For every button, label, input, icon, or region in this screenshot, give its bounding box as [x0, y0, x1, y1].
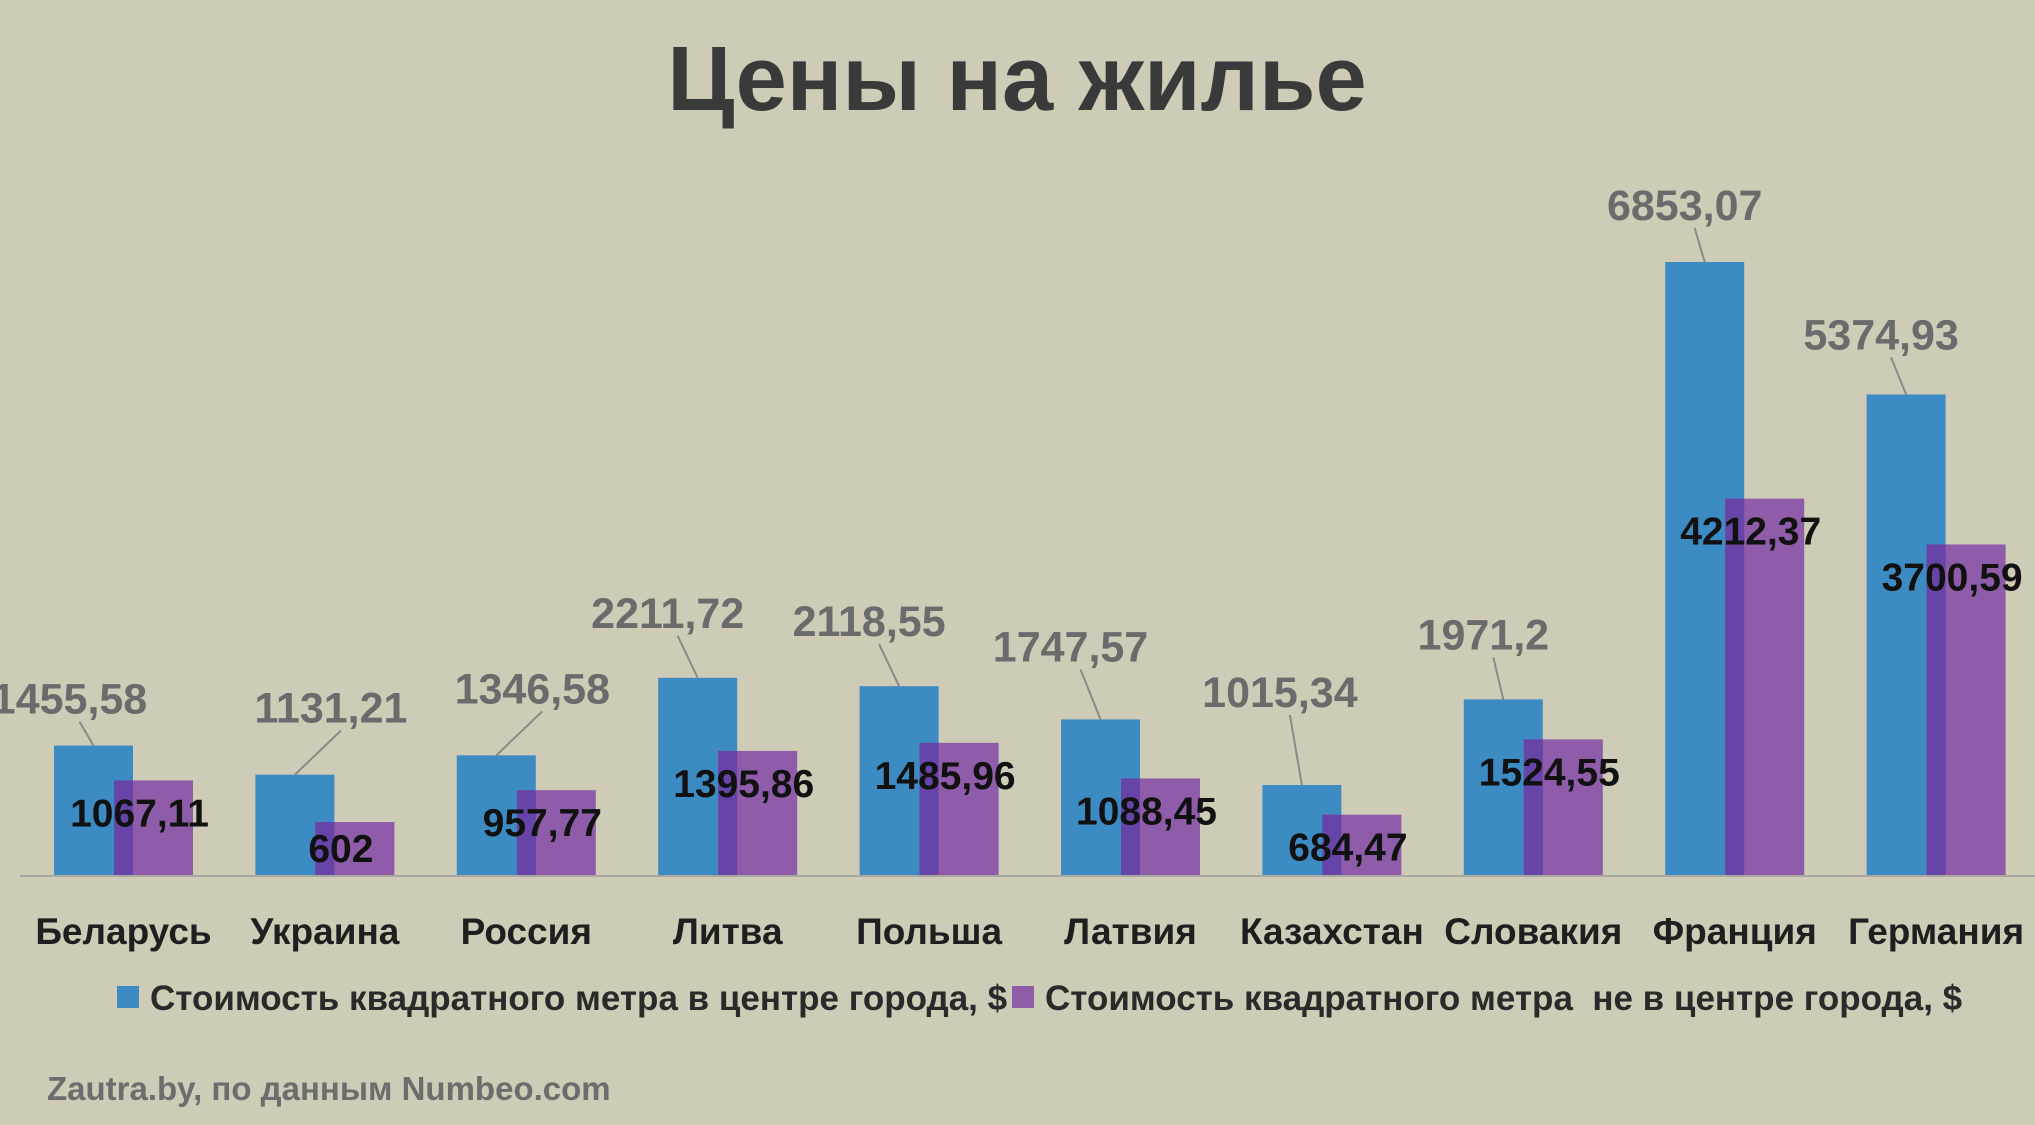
legend-swatch-center [117, 986, 139, 1008]
category-label: Казахстан [1240, 911, 1424, 952]
data-labels: 1455,58 1067,11 1131,21 602 1346,58 957,77 221… [0, 182, 2023, 871]
leader-line [294, 729, 342, 776]
data-label-center: 1971,2 [1418, 611, 1550, 659]
bar-overlap [1322, 814, 1342, 876]
data-label-center: 1747,57 [993, 623, 1148, 671]
data-label-outside: 1088,45 [1076, 790, 1217, 833]
category-label: Германия [1848, 911, 2024, 952]
legend-label-center: Стоимость квадратного метра в центре гор… [150, 979, 1007, 1018]
data-label-outside: 3700,59 [1882, 556, 2023, 599]
category-label: Беларусь [35, 911, 211, 952]
data-label-outside: 684,47 [1288, 827, 1407, 870]
data-label-center: 1346,58 [455, 665, 610, 713]
data-label-outside: 4212,37 [1680, 511, 1821, 554]
legend-swatch-outside [1012, 986, 1034, 1008]
bar-overlap [114, 780, 133, 876]
category-label: Польша [856, 911, 1002, 952]
data-label-outside: 1067,11 [70, 792, 209, 835]
data-label-center: 5374,93 [1803, 311, 1958, 359]
category-labels: Беларусь Украина Россия Литва Польша Латвия Ка… [35, 911, 2024, 952]
bar-overlap [919, 742, 939, 876]
source-note: Zautra.by, по данным Numbeo.com [47, 1070, 611, 1107]
data-label-center: 1015,34 [1202, 669, 1358, 717]
data-label-center: 1455,58 [0, 676, 147, 724]
leader-line [878, 643, 901, 687]
data-label-outside: 1395,86 [673, 763, 814, 806]
leader-line [1492, 657, 1505, 700]
chart-title: Цены на жилье [667, 28, 1366, 130]
data-label-center: 1131,21 [254, 685, 407, 733]
category-label: Литва [673, 911, 783, 952]
category-label: Россия [461, 911, 592, 952]
data-label-outside: 1524,55 [1479, 751, 1620, 794]
leader-line [1079, 669, 1102, 720]
bar-overlap [516, 790, 536, 876]
leader-line [676, 635, 699, 679]
data-label-center: 6853,07 [1607, 182, 1762, 230]
legend: Стоимость квадратного метра в центре гор… [117, 979, 1962, 1018]
data-label-outside: 957,77 [483, 802, 602, 845]
leader-line [78, 721, 95, 747]
data-label-outside: 1485,96 [875, 755, 1016, 798]
data-label-center: 2118,55 [793, 598, 946, 646]
bar-group [54, 262, 2006, 876]
data-label-center: 2211,72 [591, 590, 744, 638]
bar-overlap [1725, 498, 1745, 876]
bar-overlap [718, 750, 738, 876]
leader-line [1693, 227, 1706, 263]
category-label: Латвия [1064, 911, 1197, 952]
bar-overlap [1523, 739, 1543, 876]
leader-line [495, 710, 543, 757]
leader-line [1890, 357, 1908, 395]
category-label: Франция [1653, 911, 1817, 952]
data-label-outside: 602 [308, 828, 373, 871]
category-label: Словакия [1444, 911, 1622, 952]
bar-overlap [315, 822, 335, 876]
leader-line [1288, 714, 1303, 786]
bar-overlap [1926, 544, 1946, 876]
legend-label-outside: Стоимость квадратного метра не в центре … [1045, 979, 1962, 1018]
bar-overlap [1121, 778, 1140, 876]
category-label: Украина [250, 911, 399, 952]
